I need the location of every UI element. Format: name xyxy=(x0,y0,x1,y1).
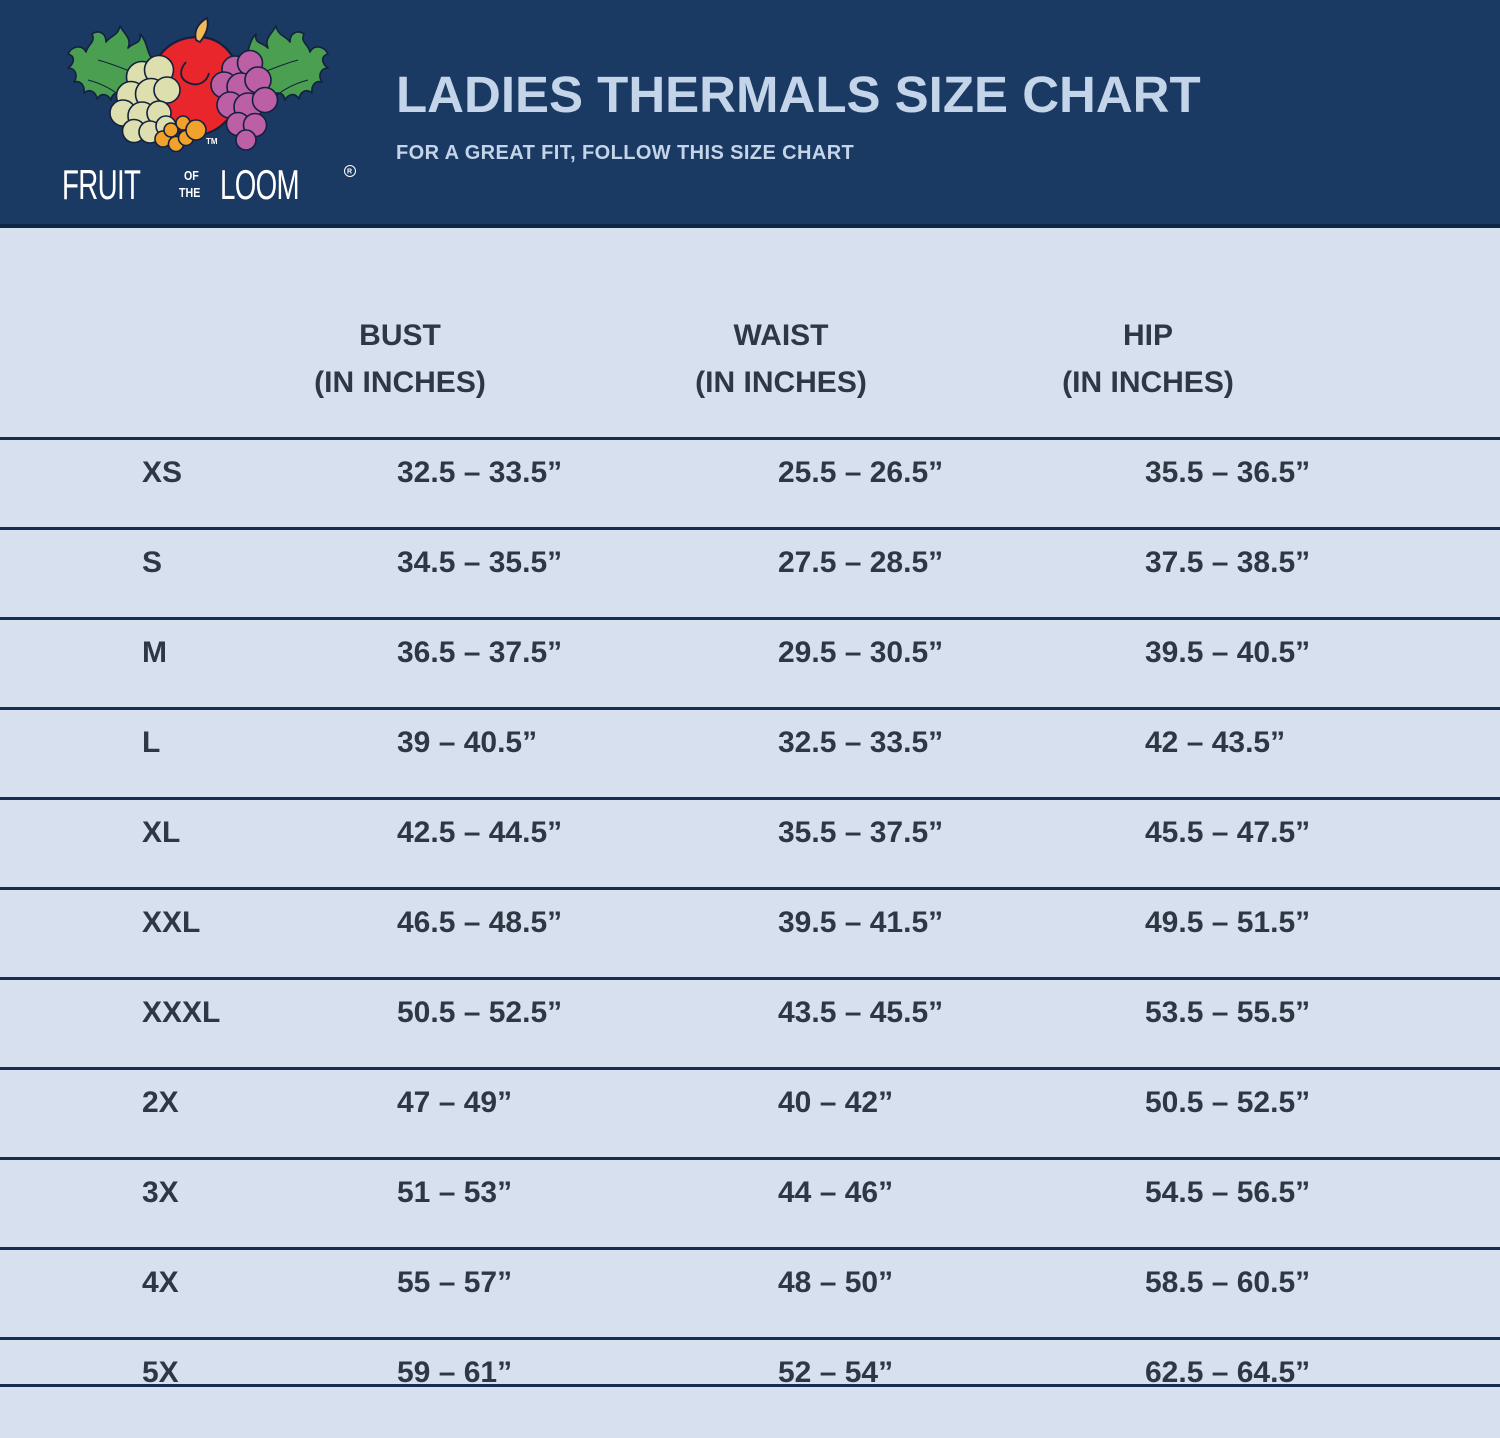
svg-text:THE: THE xyxy=(179,185,200,200)
svg-text:TM: TM xyxy=(206,137,218,146)
svg-text:R: R xyxy=(347,169,352,176)
svg-text:LOOM: LOOM xyxy=(220,161,299,208)
svg-text:OF: OF xyxy=(184,168,199,183)
svg-text:FRUIT: FRUIT xyxy=(62,161,140,208)
